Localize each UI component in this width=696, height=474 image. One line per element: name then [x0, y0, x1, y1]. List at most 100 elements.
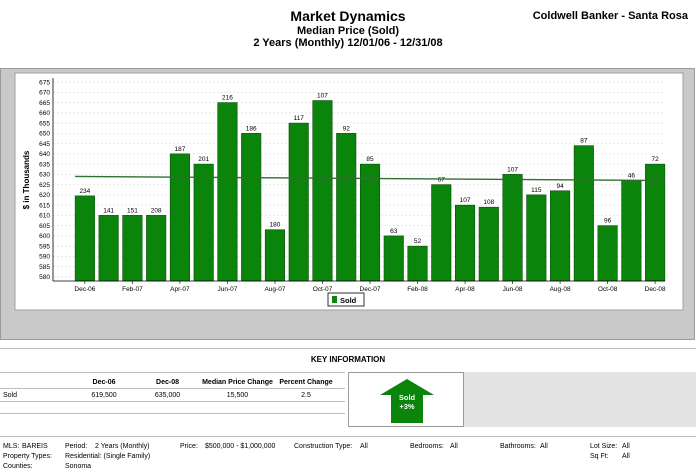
property-types-label: Property Types: [3, 453, 52, 460]
key-info-title: KEY INFORMATION [310, 355, 386, 364]
bar-value-label: 63 [390, 228, 398, 235]
x-tick-label: Apr-08 [455, 286, 475, 293]
bar [597, 225, 618, 282]
col-header-end: Dec-08 [156, 379, 179, 386]
bar-value-label: 180 [270, 222, 281, 229]
bar-value-label: 208 [151, 207, 162, 214]
property-types-value: Residential: (Single Family) [65, 453, 151, 460]
legend-swatch [332, 296, 337, 303]
counties-label: Counties: [3, 463, 33, 470]
bar [288, 122, 309, 282]
y-tick-label: 640 [39, 151, 50, 158]
divider [0, 348, 696, 349]
x-tick-label: Aug-08 [550, 286, 571, 293]
bar-value-label: 115 [531, 187, 542, 194]
x-tick-label: Jun-08 [503, 286, 523, 293]
bar-value-label: 141 [103, 207, 114, 214]
y-axis-label: $ in Thousands [22, 150, 31, 209]
bar-chart: 580 585 590 595 600 605 610 615 620 625 630 635 640 6… [14, 72, 684, 311]
arrow-label: Sold [398, 393, 416, 402]
arrow-value: +3% [399, 402, 415, 411]
bar [454, 204, 476, 282]
x-tick-label: Dec-07 [360, 286, 381, 293]
table-top-line [0, 372, 345, 373]
y-tick-label: 580 [39, 274, 50, 281]
bar [122, 215, 143, 282]
bar-value-label: 216 [222, 95, 233, 102]
x-tick-label: Aug-07 [264, 286, 285, 293]
period-text: 2 Years (Monthly) 12/01/06 - 12/31/08 [253, 37, 443, 49]
price-value: $500,000 - $1,000,000 [205, 443, 276, 450]
bar-value-label: 72 [652, 156, 660, 163]
row-label: Sold [3, 392, 18, 399]
col-header-percent: Percent Change [279, 379, 333, 386]
y-tick-label: 630 [39, 172, 50, 179]
x-tick-label: Jun-07 [218, 286, 238, 293]
x-tick-label: Dec-06 [74, 286, 95, 293]
bar [74, 195, 95, 282]
bar-value-label: 107 [317, 93, 328, 100]
page-subtitle: Median Price (Sold) [296, 25, 400, 37]
bar [98, 215, 119, 282]
y-tick-label: 610 [39, 213, 50, 220]
bar [264, 229, 286, 282]
bar [645, 163, 666, 282]
y-tick-label: 605 [39, 223, 50, 230]
key-info-table: Dec-06 Dec-08 Median Price Change Percen… [0, 372, 345, 432]
y-tick-label: 660 [39, 110, 50, 117]
bar [621, 180, 642, 282]
indicator-panel-fill [464, 372, 696, 427]
y-tick-label: 615 [39, 202, 50, 209]
bar [550, 190, 571, 282]
bar-value-labels: 234 141 151 208 187 201 216 186 180 117 107 92 85 63 5… [79, 93, 659, 246]
y-tick-label: 670 [39, 90, 50, 97]
bar [241, 133, 262, 282]
bar [407, 245, 428, 282]
legend: Sold [327, 292, 365, 307]
price-label: Price: [180, 443, 198, 450]
bar [217, 102, 238, 282]
bar-value-label: 46 [628, 173, 636, 180]
lotsize-label: Lot Size: [590, 443, 618, 450]
y-tick-label: 600 [39, 233, 50, 240]
bars [74, 100, 666, 282]
row-line-2 [0, 413, 345, 414]
bar-value-label: 151 [127, 207, 138, 214]
bar [526, 194, 547, 282]
x-tick-label: Oct-08 [598, 286, 618, 293]
trend-line [75, 175, 665, 182]
col-header-change: Median Price Change [202, 379, 273, 386]
bar [502, 174, 523, 282]
construction-label: Construction Type: [294, 443, 353, 450]
sqft-label: Sq Ft: [590, 453, 609, 460]
bathrooms-value: All [540, 443, 548, 450]
value-start: 619,500 [91, 392, 117, 399]
bar [312, 100, 333, 282]
sqft-value: All [622, 453, 630, 460]
bar-value-label: 85 [366, 156, 374, 163]
bar-value-label: 107 [507, 166, 518, 173]
footer-divider [0, 436, 696, 437]
x-tick-label: Dec-08 [645, 286, 666, 293]
x-tick-label: Feb-07 [122, 286, 143, 293]
up-arrow-icon [380, 379, 434, 423]
bar-value-label: 87 [580, 138, 588, 145]
bedrooms-value: All [450, 443, 458, 450]
y-axis-ticks: 580 585 590 595 600 605 610 615 620 625 630 635 640 6… [39, 79, 50, 281]
y-tick-label: 645 [39, 141, 50, 148]
bar-value-label: 187 [174, 146, 185, 153]
bar-value-label: 234 [79, 188, 90, 195]
row-line [0, 401, 345, 402]
bar [336, 133, 357, 282]
x-axis-ticks: Dec-06 Feb-07 Apr-07 Jun-07 Aug-07 Oct-07 Dec-… [74, 281, 666, 293]
bar [431, 184, 452, 282]
counties-value: Sonoma [65, 463, 92, 470]
bar [359, 163, 381, 282]
mls-label: MLS: [3, 443, 20, 450]
bar [193, 163, 214, 282]
y-tick-label: 625 [39, 182, 50, 189]
bar-value-label: 201 [198, 156, 209, 163]
y-tick-label: 590 [39, 254, 50, 261]
page-title: Market Dynamics [290, 8, 406, 24]
value-end: 635,000 [154, 392, 181, 399]
